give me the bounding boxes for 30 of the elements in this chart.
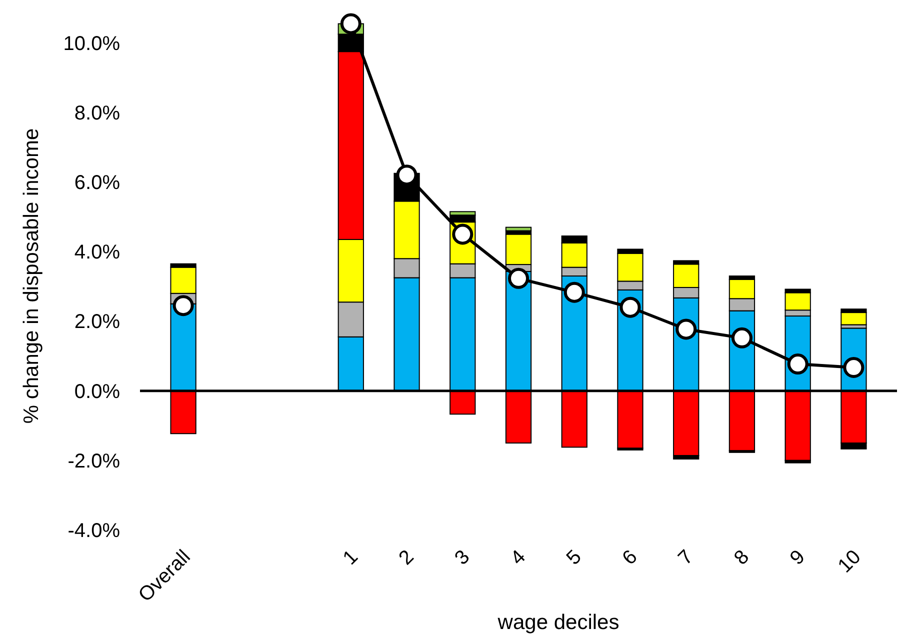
x-tick-label: 4 [506, 546, 530, 570]
y-tick-label: -2.0% [68, 450, 120, 472]
point [676, 318, 697, 340]
y-tick-label: 10.0% [63, 32, 120, 55]
point [787, 354, 808, 375]
y-tick-label: 4.0% [74, 242, 120, 264]
x-tick-label: 5 [562, 546, 586, 570]
point [620, 296, 641, 318]
x-tick-label: 6 [618, 546, 642, 570]
y-tick-label: 0.0% [74, 380, 120, 403]
x-tick-label: 7 [674, 546, 698, 570]
x-axis-title: wage deciles [496, 611, 620, 634]
x-tick-label: 3 [450, 546, 474, 570]
point [731, 327, 752, 348]
x-tick-label: 9 [786, 546, 810, 570]
x-tick-label: 8 [730, 546, 754, 570]
y-axis-title: % change in disposable income [20, 128, 43, 424]
x-tick-label: 2 [394, 546, 418, 570]
point [508, 268, 529, 289]
y-tick-label: 2.0% [74, 311, 120, 334]
bar [505, 226, 532, 232]
point [340, 13, 362, 34]
y-tick-label: -4.0% [68, 520, 120, 542]
y-tick-label: 6.0% [74, 172, 120, 194]
point [564, 282, 585, 303]
point [172, 295, 194, 316]
x-tick-label: 1 [339, 546, 362, 570]
x-tick-label: 10 [834, 546, 866, 578]
y-tick-label: 8.0% [74, 102, 120, 124]
bar [840, 312, 867, 326]
